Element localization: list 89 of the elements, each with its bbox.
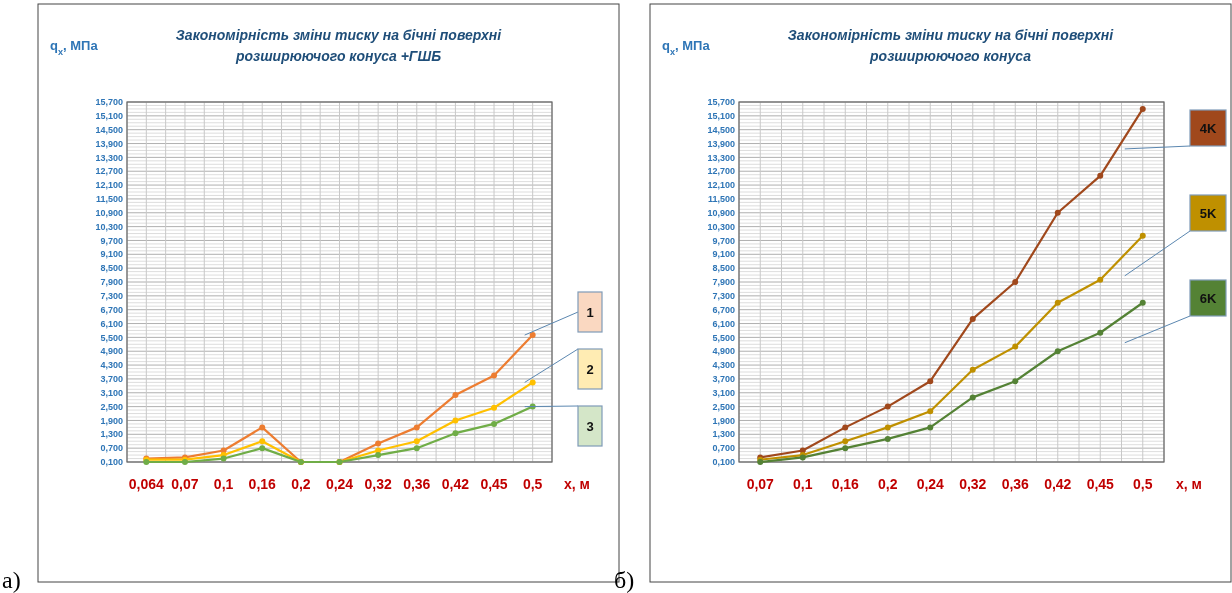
y-tick-label: 4,300 xyxy=(712,360,735,371)
x-tick-label: 0,064 xyxy=(128,476,165,492)
y-tick-label: 0,100 xyxy=(712,457,735,468)
y-tick-label: 14,500 xyxy=(707,124,735,135)
y-tick-label: 0,700 xyxy=(712,443,735,454)
y-tick-label: 6,100 xyxy=(100,318,123,329)
y-tick-label: 11,500 xyxy=(707,194,735,205)
x-axis-title: x, м xyxy=(564,476,590,492)
y-tick-label: 9,100 xyxy=(100,249,123,260)
y-tick-label: 3,700 xyxy=(712,374,735,385)
y-axis-title: q$_{x}$, МПа xyxy=(50,38,99,57)
x-tick-label: 0,2 xyxy=(291,476,311,492)
x-tick-label: 0,36 xyxy=(403,476,431,492)
x-tick-label: 0,45 xyxy=(480,476,508,492)
text: 5K xyxy=(1199,205,1217,221)
x-tick-label: 0,5 xyxy=(1133,476,1153,492)
y-tick-label: 5,500 xyxy=(100,332,123,343)
x-tick-label: 0,32 xyxy=(364,476,392,492)
y-tick-label: 0,700 xyxy=(100,443,123,454)
x-tick-label: 0,45 xyxy=(1086,476,1115,492)
x-tick-label: 0,16 xyxy=(831,476,860,492)
x-tick-label: 0,07 xyxy=(171,476,199,492)
y-tick-label: 4,300 xyxy=(100,360,123,371)
y-tick-label: 1,900 xyxy=(100,415,123,426)
x-tick-label: 0,42 xyxy=(441,476,470,492)
y-tick-label: 11,500 xyxy=(95,194,123,205)
y-tick-label: 12,700 xyxy=(707,166,735,177)
y-tick-label: 6,700 xyxy=(100,304,123,315)
y-tick-label: 10,900 xyxy=(707,207,735,218)
y-tick-label: 9,700 xyxy=(100,235,123,246)
text: 1 xyxy=(586,304,594,320)
x-tick-label: 0,07 xyxy=(746,476,775,492)
y-tick-label: 3,100 xyxy=(100,387,123,398)
y-tick-label: 1,900 xyxy=(712,415,735,426)
x-tick-label: 0,32 xyxy=(959,476,987,492)
chart-title: Закономірність зміни тиску на бічні поверхні розширюючого конуса xyxy=(787,27,1115,64)
y-tick-label: 7,300 xyxy=(712,291,735,301)
y-tick-label: 2,500 xyxy=(100,401,123,412)
y-tick-label: 4,900 xyxy=(712,346,735,357)
x-tick-label: 0,2 xyxy=(878,476,898,492)
y-tick-label: 7,900 xyxy=(712,277,735,288)
text: б) xyxy=(614,567,635,593)
y-tick-label: 6,700 xyxy=(712,304,735,315)
text: 6K xyxy=(1199,290,1217,306)
text: а) xyxy=(2,567,21,593)
x-tick-label: 0,16 xyxy=(248,476,277,492)
y-tick-label: 13,300 xyxy=(707,152,735,163)
x-tick-label: 0,36 xyxy=(1001,476,1030,492)
y-tick-label: 10,300 xyxy=(707,221,735,232)
y-tick-label: 0,100 xyxy=(100,457,123,468)
y-tick-label: 8,500 xyxy=(100,263,123,274)
y-tick-label: 6,100 xyxy=(712,318,735,329)
text: 3 xyxy=(586,418,594,434)
chart-title: Закономірність зміни тиску на бічні поверхні розширюючого конуса +ГШБ xyxy=(175,27,503,64)
y-tick-label: 13,900 xyxy=(95,138,123,149)
x-tick-label: 0,24 xyxy=(325,476,354,492)
y-tick-label: 12,100 xyxy=(95,180,123,191)
x-tick-label: 0,24 xyxy=(916,476,945,492)
x-tick-label: 0,1 xyxy=(793,476,813,492)
y-tick-label: 3,100 xyxy=(712,387,735,398)
y-tick-label: 10,300 xyxy=(95,221,123,232)
y-tick-label: 10,900 xyxy=(95,207,123,218)
y-tick-label: 7,900 xyxy=(100,277,123,288)
y-tick-label: 9,700 xyxy=(712,235,735,246)
y-tick-label: 12,700 xyxy=(95,166,123,177)
y-tick-label: 9,100 xyxy=(712,249,735,260)
y-tick-label: 14,500 xyxy=(95,124,123,135)
y-tick-label: 15,700 xyxy=(707,97,735,108)
y-tick-label: 2,500 xyxy=(712,401,735,412)
y-tick-label: 13,900 xyxy=(707,138,735,149)
y-tick-label: 4,900 xyxy=(100,346,123,357)
y-tick-label: 3,700 xyxy=(100,374,123,385)
y-tick-label: 7,300 xyxy=(100,291,123,301)
x-tick-label: 0,1 xyxy=(213,476,234,492)
x-tick-label: 0,5 xyxy=(522,476,543,492)
y-axis-title: q$_{x}$, МПа xyxy=(662,38,711,57)
y-tick-label: 15,100 xyxy=(707,111,735,121)
y-tick-label: 8,500 xyxy=(712,263,735,274)
x-axis-title: x, м xyxy=(1176,476,1202,492)
x-tick-label: 0,42 xyxy=(1044,476,1072,492)
text: 4K xyxy=(1199,120,1217,136)
y-tick-label: 13,300 xyxy=(95,152,123,163)
y-tick-label: 15,100 xyxy=(95,111,123,121)
y-tick-label: 1,300 xyxy=(712,429,735,440)
y-tick-label: 12,100 xyxy=(707,180,735,191)
y-tick-label: 1,300 xyxy=(100,429,123,440)
y-tick-label: 5,500 xyxy=(712,332,735,343)
y-tick-label: 15,700 xyxy=(95,97,123,108)
text: 2 xyxy=(586,361,594,377)
